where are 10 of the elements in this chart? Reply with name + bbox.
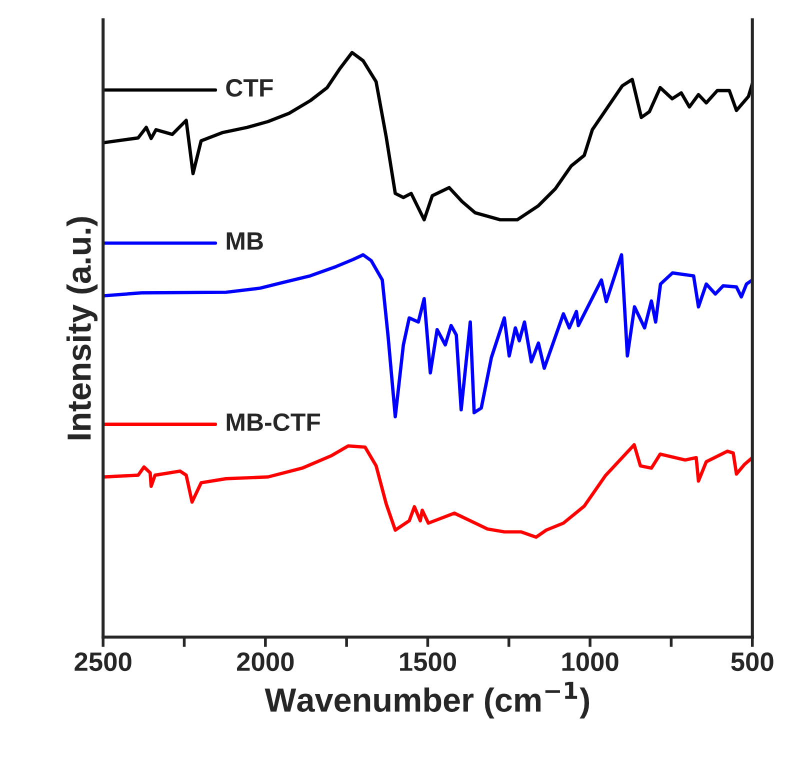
legend-label: MB-CTF xyxy=(226,413,320,432)
x-axis-title: Wavenumber (cm$^{−1}$) xyxy=(264,682,590,719)
x-tick-label: 1000 xyxy=(562,652,618,672)
y-axis-title: Intensity (a.u.) xyxy=(66,217,98,440)
x-tick-label: 2000 xyxy=(236,652,294,672)
x-tick-label: 500 xyxy=(731,652,774,672)
x-tick-label: 2500 xyxy=(74,652,132,672)
x-tick-label: 1500 xyxy=(400,652,456,672)
legend-label: CTF xyxy=(226,78,273,97)
legend-label: MB xyxy=(226,232,263,250)
